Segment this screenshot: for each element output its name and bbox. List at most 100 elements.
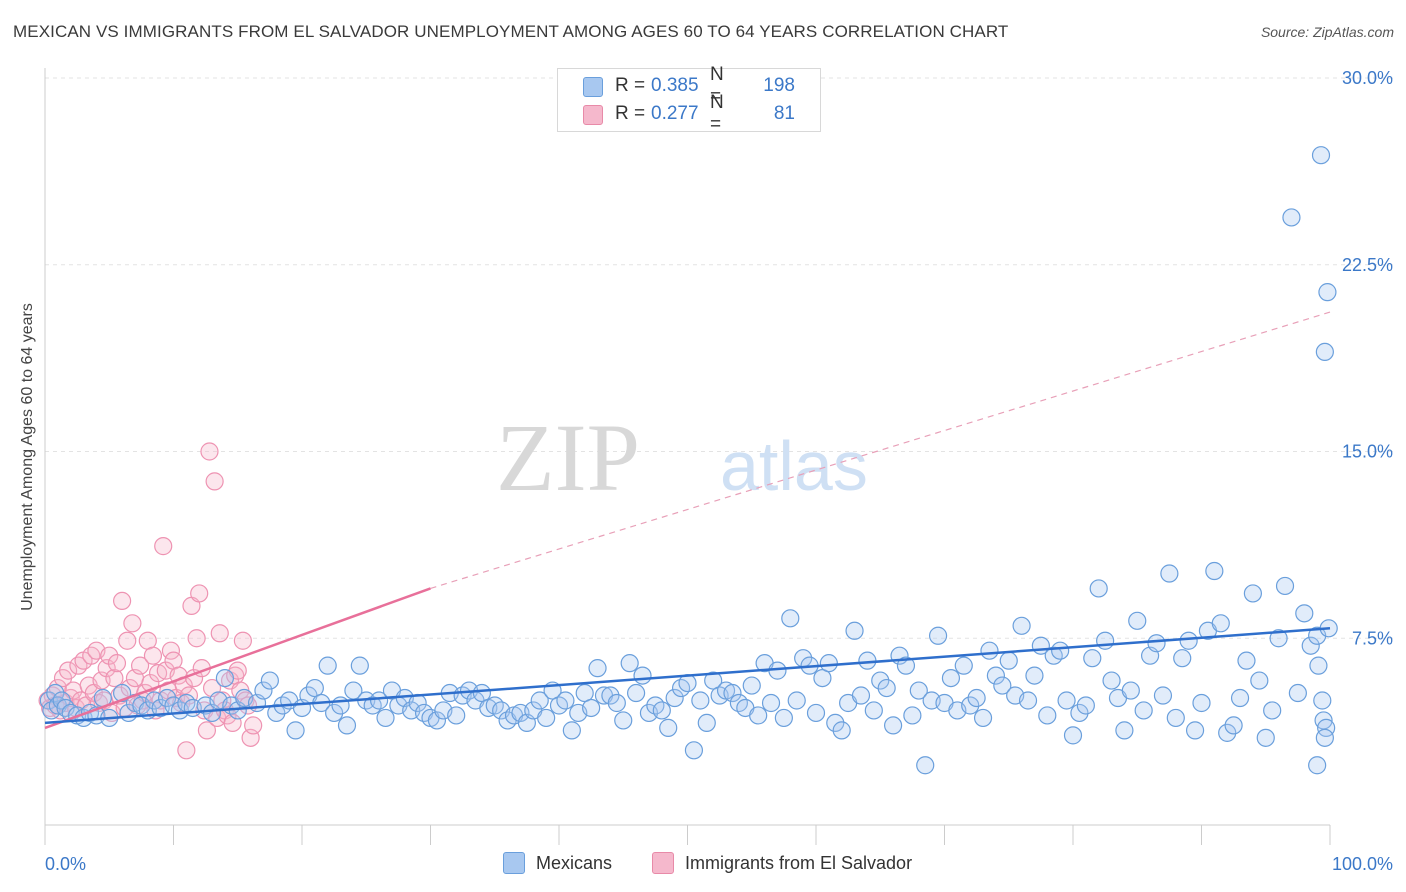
data-point-mexicans (1051, 641, 1070, 660)
data-point-mexicans (697, 713, 716, 733)
data-point-mexicans (1263, 701, 1282, 720)
data-point-mexicans (1218, 723, 1237, 742)
data-point-mexicans (916, 756, 935, 775)
data-point-el-salvador (100, 646, 119, 665)
y-tick-label: 22.5% (1342, 255, 1393, 275)
trend-line-mexicans (44, 627, 1331, 725)
data-point-mexicans (1147, 634, 1166, 653)
data-point-mexicans (1166, 708, 1185, 728)
data-point-mexicans (845, 621, 864, 640)
data-point-mexicans (896, 656, 916, 675)
data-point-mexicans (607, 693, 626, 713)
data-point-mexicans (1237, 651, 1256, 670)
data-point-mexicans (1134, 701, 1153, 720)
data-point-mexicans (1128, 611, 1147, 630)
data-point-el-salvador (118, 631, 137, 650)
data-point-mexicans (665, 688, 684, 708)
data-point-mexicans (1311, 146, 1331, 165)
data-point-mexicans (1038, 706, 1057, 725)
data-point-mexicans (337, 716, 357, 735)
data-point-mexicans (537, 708, 556, 728)
data-point-el-salvador (244, 716, 263, 735)
data-point-mexicans (588, 659, 607, 678)
y-tick-label: 7.5% (1352, 628, 1393, 648)
bottom-legend-mexicans: Mexicans (503, 852, 612, 874)
data-point-mexicans (1173, 649, 1192, 668)
data-point-mexicans (1121, 681, 1140, 700)
data-point-el-salvador (233, 631, 252, 650)
data-point-mexicans (1153, 686, 1173, 705)
data-point-mexicans (761, 693, 781, 713)
data-point-mexicans (1230, 688, 1250, 708)
data-point-mexicans (620, 654, 639, 673)
data-point-el-salvador (190, 584, 209, 603)
legend-r-value: 0.385 (651, 75, 699, 96)
data-point-mexicans (1063, 726, 1083, 745)
data-point-mexicans (691, 691, 710, 710)
legend-r-label: R = (615, 103, 646, 124)
data-point-el-salvador (123, 614, 142, 633)
tick-labels: 7.5% 15.0% 22.5% 30.0% 0.0% 100.0% (45, 68, 1393, 874)
data-point-mexicans (993, 676, 1012, 695)
data-point-mexicans (806, 703, 826, 723)
data-point-mexicans (787, 691, 806, 710)
trend-line-el-salvador (44, 587, 431, 730)
data-point-mexicans (826, 713, 845, 733)
data-point-mexicans (864, 701, 883, 720)
trend-line-el-salvador-extension (430, 311, 1331, 590)
bottom-legend-swatch-blue (503, 852, 525, 874)
data-point-el-salvador (200, 442, 219, 461)
data-point-el-salvador (107, 654, 127, 673)
data-point-mexicans (723, 683, 742, 703)
data-point-mexicans (781, 609, 800, 628)
chart-title: MEXICAN VS IMMIGRANTS FROM EL SALVADOR U… (13, 22, 1009, 41)
data-point-mexicans (427, 711, 447, 730)
data-point-mexicans (1318, 283, 1337, 302)
data-point-mexicans (903, 706, 922, 725)
data-point-el-salvador (210, 624, 229, 643)
data-point-mexicans (1089, 579, 1108, 598)
data-point-mexicans (376, 708, 395, 728)
chart-source: Source: ZipAtlas.com (1260, 24, 1394, 40)
data-point-mexicans (877, 678, 896, 698)
data-point-mexicans (1025, 666, 1044, 685)
legend-n-value: 81 (773, 103, 795, 124)
data-point-mexicans (652, 701, 671, 720)
data-point-el-salvador (69, 656, 88, 675)
data-point-mexicans (973, 708, 993, 728)
legend-n-label: N = (710, 92, 724, 135)
data-point-mexicans (1288, 683, 1307, 703)
data-point-mexicans (1076, 696, 1095, 715)
data-point-mexicans (1012, 616, 1031, 635)
data-point-mexicans (530, 691, 549, 710)
data-point-mexicans (1102, 671, 1121, 690)
data-point-mexicans (633, 666, 652, 685)
data-point-mexicans (883, 716, 903, 735)
y-tick-label: 30.0% (1342, 68, 1393, 88)
bottom-legend-label: Immigrants from El Salvador (685, 852, 913, 873)
data-point-mexicans (1313, 691, 1332, 710)
data-point-mexicans (601, 686, 620, 705)
data-point-mexicans (832, 721, 851, 740)
data-point-mexicans (562, 721, 581, 740)
series-mexicans-points (39, 146, 1338, 775)
data-point-mexicans (267, 703, 286, 723)
watermark-zip: ZIP (496, 404, 640, 511)
data-point-el-salvador (143, 646, 163, 665)
data-point-mexicans (1211, 614, 1230, 633)
data-point-mexicans (1275, 576, 1295, 596)
data-point-el-salvador (197, 721, 217, 740)
data-point-mexicans (215, 668, 234, 688)
data-point-mexicans (1205, 561, 1224, 581)
data-point-mexicans (582, 698, 601, 718)
data-point-mexicans (614, 711, 633, 730)
data-point-mexicans (447, 706, 466, 725)
data-point-mexicans (626, 683, 646, 703)
bottom-legend: Mexicans Immigrants from El Salvador (0, 852, 1406, 878)
data-point-mexicans (1250, 671, 1269, 690)
data-point-mexicans (858, 651, 877, 670)
legend-swatch-pink (583, 105, 603, 125)
data-point-mexicans (980, 641, 999, 660)
data-point-mexicans (350, 656, 369, 675)
